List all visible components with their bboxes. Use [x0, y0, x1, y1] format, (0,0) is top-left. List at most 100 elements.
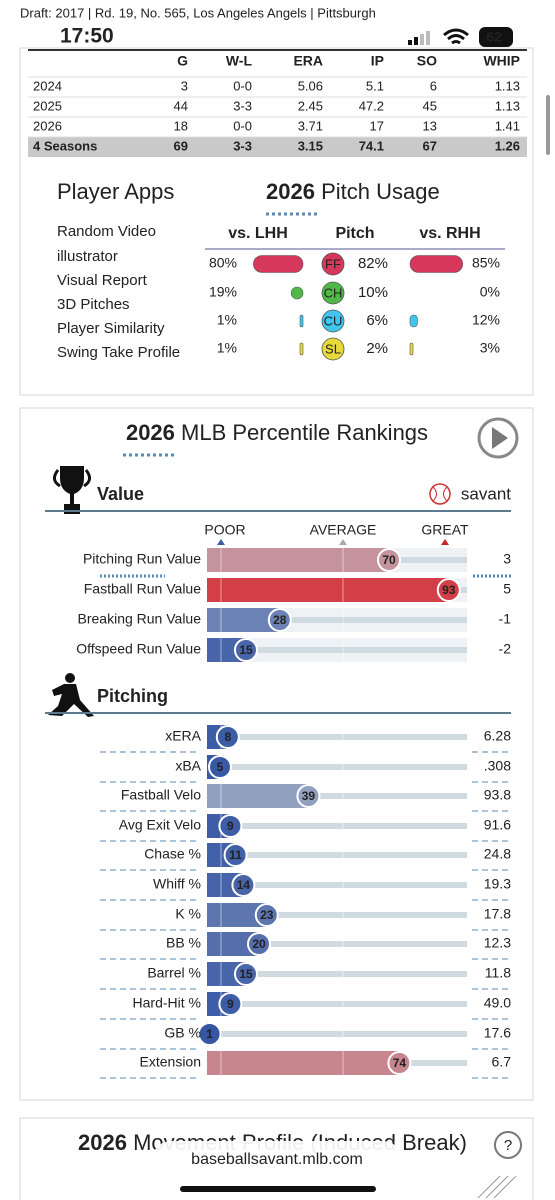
- pitch-code: SL: [325, 341, 341, 356]
- track: [207, 941, 467, 947]
- pitch-badge: [321, 281, 345, 305]
- percentile-title: 2026 MLB Percentile Rankings: [126, 420, 428, 445]
- track: [207, 764, 467, 770]
- metric-name: Extension: [140, 1054, 201, 1070]
- percentile-label: 15: [239, 643, 253, 657]
- metric-value: 6.7: [492, 1054, 512, 1070]
- stat-cell: 18: [174, 118, 188, 133]
- percentile-label: 70: [382, 553, 396, 567]
- lhh-pct: 19%: [209, 284, 237, 300]
- metric-name: Offspeed Run Value: [76, 641, 201, 657]
- app-link[interactable]: illustrator: [57, 248, 118, 265]
- percentile-label: 20: [252, 937, 266, 951]
- rhh-pct: 3%: [480, 340, 500, 356]
- stat-cell: 67: [423, 138, 437, 153]
- percentile-circle: [231, 873, 256, 897]
- battery-level: 62: [486, 29, 502, 45]
- usage-pill: [253, 255, 304, 273]
- scale-marker: [217, 539, 225, 545]
- svg-text:?: ?: [504, 1137, 512, 1154]
- scale-label: AVERAGE: [310, 522, 377, 538]
- metric-value: 93.8: [484, 787, 511, 803]
- metric-name: Breaking Run Value: [78, 611, 202, 627]
- usage-pill: [299, 342, 304, 356]
- percentile-bar: [207, 608, 280, 632]
- app-link[interactable]: 3D Pitches: [57, 296, 130, 313]
- percentile-circle: [254, 903, 279, 927]
- stat-cell: 6: [430, 78, 437, 93]
- percentile-label: 28: [273, 613, 287, 627]
- movement-year: 2026: [78, 1130, 127, 1155]
- percentile-circle: [218, 992, 243, 1016]
- section-title: Pitching: [97, 686, 168, 706]
- stat-cell: 3-3: [233, 138, 252, 153]
- track: [207, 734, 467, 740]
- metric-name: Chase %: [144, 846, 201, 862]
- scale-marker: [441, 539, 449, 545]
- player-apps: Random Video illustrator Visual Report 3D P…: [57, 223, 180, 361]
- url-bar[interactable]: [152, 1141, 402, 1179]
- stat-cell: 5.06: [298, 78, 323, 93]
- metric-name: Barrel %: [147, 965, 201, 981]
- app-link[interactable]: Player Similarity: [57, 320, 165, 337]
- lhh-pct: 80%: [209, 255, 237, 271]
- pitch-usage-title: 2026 Pitch Usage: [266, 179, 440, 204]
- usage-column-header: vs. LHH: [228, 225, 288, 242]
- stat-cell: 3.15: [298, 138, 323, 153]
- play-button[interactable]: [477, 417, 519, 459]
- metric-name: K %: [175, 906, 201, 922]
- pitch-badge: [321, 252, 345, 276]
- stat-cell: 17: [370, 118, 384, 133]
- percentile-label: 11: [229, 848, 242, 862]
- scale-label: GREAT: [421, 522, 469, 538]
- stat-cell: 1.26: [495, 138, 520, 153]
- movement-card: [19, 1117, 534, 1200]
- rhh-pct: 0%: [480, 284, 500, 300]
- metric-name: BB %: [166, 935, 201, 951]
- help-icon[interactable]: ?: [494, 1131, 522, 1159]
- percentile-circle: [218, 814, 243, 838]
- stat-cell: 1.13: [495, 78, 520, 93]
- percentile-circle: [234, 962, 258, 986]
- metric-name: GB %: [164, 1025, 201, 1041]
- battery-icon: [479, 27, 513, 47]
- usage-pill: [409, 342, 414, 356]
- metric-name: Whiff %: [153, 876, 201, 892]
- percentile-title-text: MLB Percentile Rankings: [181, 420, 428, 445]
- metric-name: Fastball Velo: [121, 787, 201, 803]
- percentile-circle: [387, 1051, 412, 1075]
- stat-cell: 3: [181, 78, 188, 93]
- percentile-circle: [377, 548, 401, 572]
- stat-cell: 3.71: [298, 118, 323, 133]
- app-link[interactable]: Random Video: [57, 223, 156, 240]
- metric-value: 24.8: [484, 846, 511, 862]
- metric-value: 11.8: [485, 965, 511, 981]
- usage-pct: 2%: [366, 340, 388, 357]
- percentile-circle: [208, 755, 232, 779]
- pitch-usage-year: 2026: [266, 179, 315, 204]
- metric-name: Fastball Run Value: [84, 581, 201, 597]
- app-link[interactable]: Visual Report: [57, 272, 148, 289]
- usage-pct: 82%: [358, 255, 388, 272]
- metric-name: Pitching Run Value: [83, 551, 201, 567]
- stat-cell: 13: [423, 118, 437, 133]
- percentile-circle: [267, 608, 292, 632]
- percentile-circle: [223, 843, 248, 867]
- percentile-bar: [207, 784, 309, 808]
- column-header: IP: [371, 53, 384, 69]
- home-indicator: [180, 1186, 376, 1192]
- stat-cell: 3-3: [233, 98, 252, 113]
- scale-label: POOR: [204, 522, 245, 538]
- scrollbar: [546, 95, 550, 155]
- column-header: ERA: [293, 53, 323, 69]
- usage-pct: 6%: [366, 312, 388, 329]
- track: [207, 647, 467, 653]
- pitch-code: CH: [324, 285, 343, 300]
- percentile-label: 1: [206, 1027, 213, 1041]
- lhh-pct: 1%: [217, 312, 237, 328]
- baseball-icon: [429, 483, 451, 505]
- track: [207, 1031, 467, 1037]
- app-link[interactable]: Swing Take Profile: [57, 344, 180, 361]
- metric-value: 91.6: [484, 817, 511, 833]
- track: [207, 912, 467, 918]
